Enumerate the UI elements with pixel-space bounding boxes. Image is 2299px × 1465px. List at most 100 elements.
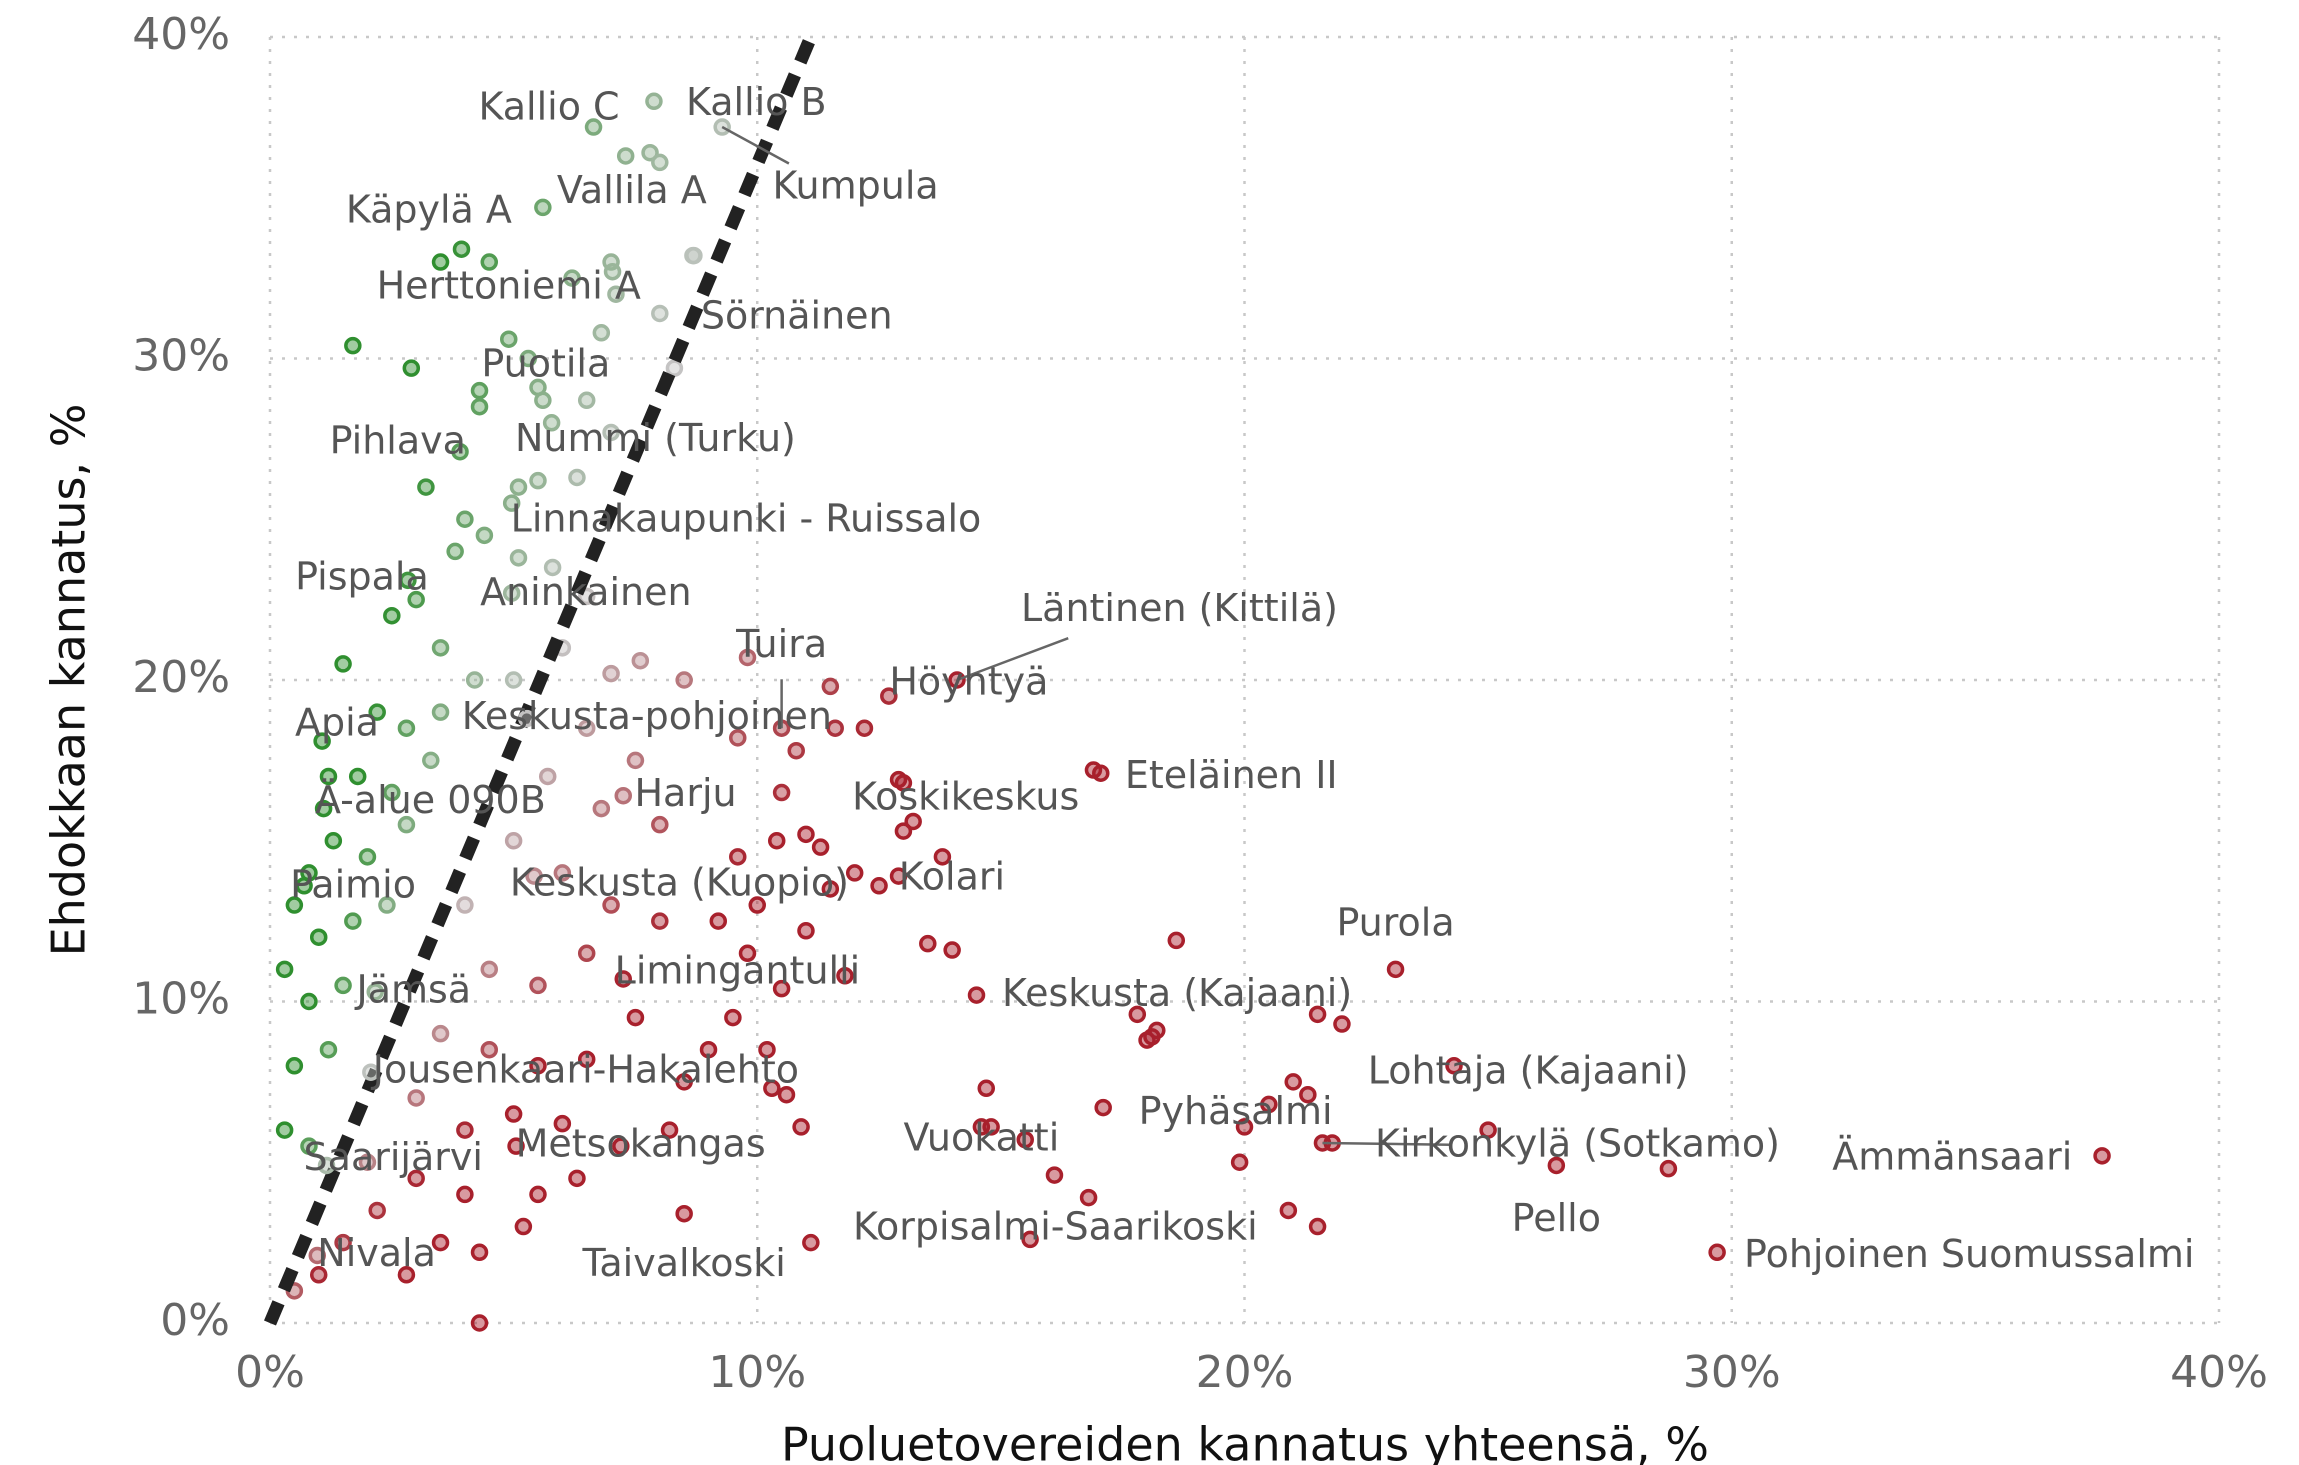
point [456, 896, 474, 914]
labeled-point [645, 92, 663, 111]
point [772, 783, 791, 802]
point [1045, 1166, 1064, 1184]
point [894, 822, 913, 840]
point [1016, 1130, 1034, 1149]
point [431, 639, 450, 657]
point [1230, 1153, 1249, 1171]
point [821, 880, 840, 898]
point [538, 767, 557, 786]
point [870, 877, 888, 895]
point [504, 832, 523, 850]
labeled-point [1547, 1156, 1566, 1175]
point-label: Pispala [295, 554, 429, 598]
point [334, 1233, 352, 1252]
point [1308, 1217, 1327, 1236]
point-label: Paimio [290, 863, 416, 907]
point [641, 143, 659, 162]
point [456, 1185, 474, 1204]
labeled-point [295, 877, 313, 895]
labeled-point [308, 1246, 327, 1265]
point-label: Pohjoinen Suomussalmi [1744, 1232, 2194, 1276]
point-label: Kumpula [773, 163, 939, 207]
labeled-point [713, 118, 731, 136]
x-tick-label: 10% [708, 1347, 806, 1398]
point [529, 976, 547, 995]
point [651, 304, 669, 323]
point [519, 349, 537, 368]
point [475, 526, 494, 545]
labeled-point [1143, 1028, 1161, 1046]
point-label: Höyhtyä [889, 660, 1048, 704]
y-tick-label: 40% [132, 9, 230, 60]
point [1284, 1073, 1302, 1091]
point-label: Koskikeskus [852, 775, 1079, 819]
point [402, 359, 421, 377]
point [660, 1121, 679, 1139]
labeled-point [880, 687, 898, 705]
point [504, 1105, 523, 1123]
labeled-point [507, 1137, 525, 1155]
point [456, 1121, 474, 1139]
point-label: Läntinen (Kittilä) [1021, 586, 1338, 630]
point [509, 549, 528, 567]
point [826, 719, 844, 737]
point [509, 478, 528, 496]
point [319, 767, 338, 786]
point [422, 751, 440, 770]
point-label: Pello [1512, 1196, 1601, 1240]
point-label: Kirkonkylä (Sotkamo) [1375, 1121, 1780, 1165]
point [1308, 1005, 1327, 1024]
point [651, 912, 669, 930]
point [407, 1089, 425, 1107]
point-label: Apia [295, 700, 379, 744]
labeled-point [518, 709, 536, 728]
labeled-point [972, 1118, 991, 1136]
point-label: Nummi (Turku) [515, 416, 796, 460]
point [724, 1008, 742, 1027]
point [465, 671, 484, 689]
point [378, 896, 396, 914]
labeled-point [452, 240, 471, 258]
point [592, 324, 611, 342]
point [348, 767, 367, 786]
point [358, 1153, 377, 1171]
y-tick-label: 10% [132, 974, 230, 1025]
point [300, 1137, 318, 1155]
point-label: Sörnäinen [701, 293, 893, 337]
point [324, 832, 343, 850]
point [470, 381, 489, 400]
point-label: Nivala [317, 1231, 436, 1275]
labeled-point [684, 246, 702, 265]
point [1659, 1159, 1678, 1178]
point-label: Puotila [481, 342, 610, 386]
point [319, 1040, 338, 1059]
point-label: Käpylä A [346, 188, 512, 232]
point [675, 671, 693, 689]
point [675, 1073, 693, 1091]
point [1260, 1095, 1278, 1114]
point [811, 838, 830, 856]
y-axis-title: Ehdokkaan kannatus, % [42, 404, 96, 957]
x-tick-label: 40% [2170, 1347, 2268, 1398]
point [480, 960, 499, 979]
point [368, 703, 386, 721]
point [612, 1137, 630, 1155]
point [631, 651, 650, 670]
labeled-point [451, 442, 469, 461]
point [529, 1057, 547, 1075]
labeled-point [675, 1204, 693, 1223]
point [777, 1085, 796, 1104]
point [577, 391, 596, 410]
labeled-point [894, 774, 913, 792]
point-label: Pihlava [330, 418, 466, 462]
labeled-point [1386, 960, 1405, 979]
point [1167, 931, 1186, 950]
point-label: Saarijärvi [304, 1135, 483, 1179]
point [729, 848, 747, 866]
point-label: Keskusta-pohjoinen [462, 694, 832, 738]
labeled-point [1708, 1243, 1726, 1262]
point-label: Kallio B [686, 80, 827, 124]
point [977, 1079, 996, 1098]
point [651, 815, 669, 834]
point-label: Vuokatti [904, 1116, 1060, 1160]
